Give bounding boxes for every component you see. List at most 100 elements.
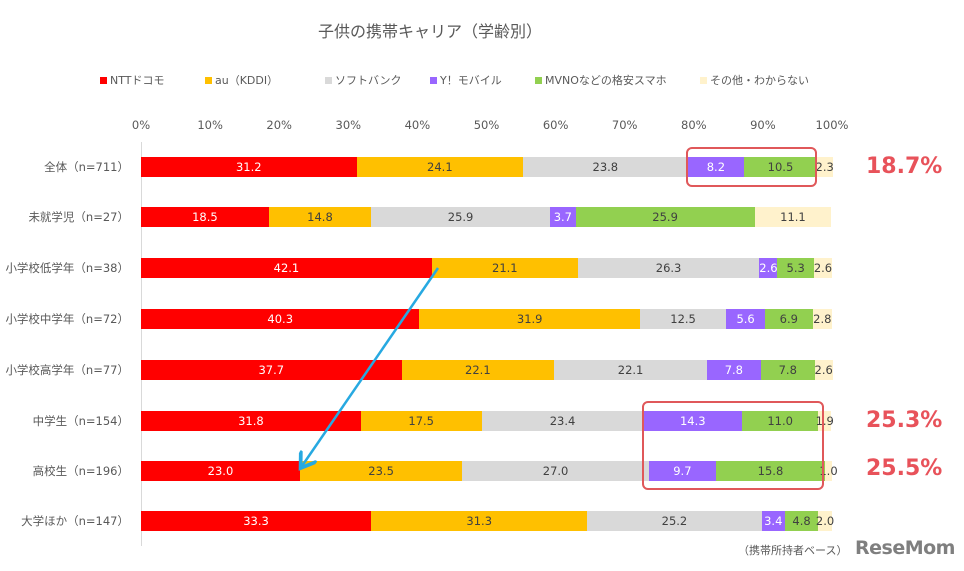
- data-label: 14.8: [307, 210, 333, 224]
- bar-segment: 12.5: [639, 309, 727, 329]
- bar-segment: 14.8: [268, 207, 372, 227]
- legend-item: NTTドコモ: [100, 72, 164, 88]
- data-label: 22.1: [617, 363, 644, 377]
- data-label: 7.8: [724, 363, 743, 377]
- category-label: 小学校中学年（n=72）: [5, 312, 129, 326]
- data-label: 11.0: [767, 414, 793, 428]
- data-label: 42.1: [273, 261, 300, 275]
- data-label: 18.5: [192, 210, 218, 224]
- bar-segment: 15.8: [715, 461, 826, 481]
- category-label: 小学校高学年（n=77）: [5, 363, 129, 377]
- bar-segment: 5.3: [777, 258, 814, 278]
- data-label: 2.8: [813, 312, 832, 326]
- legend-label: NTTドコモ: [110, 74, 165, 87]
- data-label: 23.4: [549, 414, 576, 428]
- data-label: 25.9: [652, 210, 678, 224]
- data-label: 2.0: [815, 514, 835, 528]
- legend-swatch-icon: [700, 76, 707, 84]
- data-label: 2.3: [815, 160, 834, 174]
- bar-segment: 3.4: [761, 511, 785, 531]
- legend-item: au（KDDI）: [205, 72, 278, 88]
- bar-segment: 26.3: [577, 258, 760, 278]
- data-label: 3.7: [553, 210, 572, 224]
- data-label: 23.5: [368, 464, 394, 478]
- bar-segment: 18.5: [141, 207, 269, 227]
- stacked-bar: 18.5 14.8 25.9 3.7 25.9 11.1: [141, 207, 832, 227]
- stacked-bar: 33.3 31.3 25.2 3.4 4.8 2.0: [141, 511, 835, 531]
- y-axis-line: [141, 142, 142, 546]
- bar-segment: 1.9: [816, 411, 834, 431]
- bar-segment: 22.1: [554, 360, 707, 380]
- legend-label: MVNOなどの格安スマホ: [545, 74, 667, 87]
- bar-segment: 25.2: [587, 511, 762, 531]
- data-label: 10.5: [767, 160, 794, 174]
- x-tick-label: 0%: [131, 118, 151, 132]
- legend-item: Y！モバイル: [430, 72, 502, 88]
- bar-segment: 2.3: [815, 157, 834, 177]
- data-label: 11.1: [780, 210, 806, 224]
- bar-segment: 22.1: [401, 360, 555, 380]
- bar-segment: 9.7: [648, 461, 716, 481]
- legend-item: その他・わからない: [700, 72, 809, 88]
- data-label: 4.8: [792, 514, 811, 528]
- x-axis-ticks: 0% 10% 20% 30% 40% 50% 60% 70% 80% 90% 100%: [0, 118, 964, 134]
- bar-segment: 37.7: [141, 360, 402, 380]
- bar-segment: 2.6: [759, 258, 778, 278]
- data-label: 33.3: [243, 514, 269, 528]
- data-label: 17.5: [408, 414, 434, 428]
- x-tick-label: 70%: [611, 118, 638, 132]
- legend-label: Y！モバイル: [440, 74, 502, 87]
- data-label: 5.6: [736, 312, 755, 326]
- stacked-bar: 23.0 23.5 27.0 9.7 15.8 1.0: [141, 461, 838, 481]
- data-label: 9.7: [673, 464, 692, 478]
- bar-segment: 3.7: [550, 207, 576, 227]
- resemom-logo: ReseMom: [855, 537, 955, 559]
- bar-segment: 7.8: [706, 360, 761, 380]
- bar-segment: 25.9: [371, 207, 551, 227]
- x-tick-label: 10%: [197, 118, 223, 132]
- bar-segment: 40.3: [141, 309, 420, 329]
- highlight-box: [642, 401, 824, 490]
- data-label: 2.6: [759, 261, 778, 275]
- x-tick-label: 90%: [750, 118, 776, 132]
- bar-segment: 25.9: [575, 207, 755, 227]
- legend-label: ソフトバンク: [335, 74, 402, 87]
- bar-segment: 31.8: [141, 411, 361, 431]
- data-label: 21.1: [492, 261, 518, 275]
- data-label: 37.7: [258, 363, 285, 377]
- bar-segment: 8.2: [687, 157, 745, 177]
- x-tick-label: 30%: [335, 118, 362, 132]
- bar-segment: 2.8: [812, 309, 832, 329]
- legend-item: MVNOなどの格安スマホ: [535, 72, 667, 88]
- data-label: 23.0: [207, 464, 234, 478]
- data-label: 12.5: [670, 312, 696, 326]
- bar-segment: 7.8: [760, 360, 815, 380]
- category-label: 高校生（n=196）: [32, 464, 129, 478]
- stacked-bar: 42.1 21.1 26.3 2.6 5.3 2.6: [141, 258, 832, 278]
- data-label: 3.4: [764, 514, 783, 528]
- highlight-percentage: 25.5%: [866, 456, 943, 481]
- data-label: 31.8: [238, 414, 264, 428]
- category-label: 中学生（n=154）: [32, 414, 129, 428]
- x-tick-label: 20%: [266, 118, 292, 132]
- legend-item: ソフトバンク: [325, 72, 402, 88]
- stacked-bar: 40.3 31.9 12.5 5.6 6.9 2.8: [141, 309, 832, 329]
- highlight-percentage: 18.7%: [866, 154, 943, 179]
- bar-segment: 24.1: [356, 157, 524, 177]
- bar-segment: 4.8: [784, 511, 819, 531]
- bar-segment: 42.1: [141, 258, 432, 278]
- data-label: 31.3: [466, 514, 493, 528]
- x-tick-label: 60%: [542, 118, 569, 132]
- category-label: 大学ほか（n=147）: [21, 514, 129, 528]
- bar-segment: 31.2: [141, 157, 357, 177]
- chart-title: 子供の携帯キャリア（学齢別）: [317, 22, 542, 41]
- bar-segment: 5.6: [726, 309, 765, 329]
- x-tick-label: 40%: [404, 118, 431, 132]
- bar-segment: 11.1: [754, 207, 832, 227]
- category-label: 小学校低学年（n=38）: [5, 261, 129, 275]
- data-label: 22.1: [465, 363, 491, 377]
- legend-label: au（KDDI）: [215, 74, 279, 87]
- legend-swatch-icon: [100, 76, 107, 84]
- data-label: 14.3: [679, 414, 706, 428]
